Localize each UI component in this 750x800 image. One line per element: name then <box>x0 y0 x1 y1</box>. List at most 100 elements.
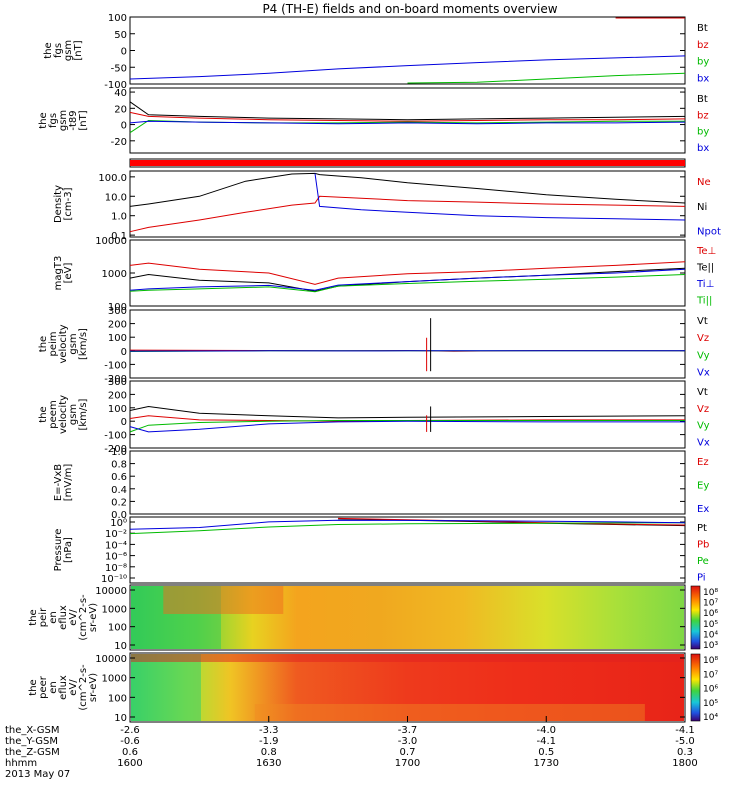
colorbar-tick-label: 10⁵ <box>703 620 718 630</box>
footer-value: -3.3 <box>259 725 279 736</box>
y-axis-label: peir <box>38 607 49 627</box>
y-axis-label: fgs <box>53 43 64 58</box>
legend-vt: Vt <box>697 316 708 327</box>
y-tick-label: 0 <box>121 347 127 358</box>
y-tick-label: 10⁻¹⁰ <box>101 574 127 585</box>
colorbar-tick-label: 10⁸ <box>703 588 718 598</box>
y-tick-label: 10⁻⁸ <box>105 563 127 574</box>
panel-9-frame <box>129 516 686 584</box>
y-tick-label: 100 <box>108 693 127 704</box>
panel-4-frame <box>129 170 686 238</box>
legend-ti: Ti|| <box>696 296 712 307</box>
footer-value: 0.6 <box>122 747 138 758</box>
series-line-bx <box>129 120 686 125</box>
y-tick-label: 1000 <box>102 604 127 615</box>
colorbar-tick-label: 10³ <box>703 641 718 651</box>
footer-value: 0.8 <box>261 747 277 758</box>
footer-value: -2.6 <box>120 725 140 736</box>
y-tick-label: 200 <box>108 390 127 401</box>
y-tick-label: 0.6 <box>111 472 127 483</box>
footer-value: -5.0 <box>675 736 695 747</box>
series-line-ti <box>129 268 686 291</box>
footer-value: 1700 <box>395 758 420 769</box>
footer-value: -4.1 <box>536 736 556 747</box>
y-tick-label: -100 <box>104 360 127 371</box>
quality-flag-bar <box>130 160 685 166</box>
y-tick-label: 50 <box>114 30 127 41</box>
footer-value: 1630 <box>256 758 281 769</box>
legend-bz: bz <box>697 40 709 51</box>
colorbar-tick-label: 10⁸ <box>703 656 718 666</box>
series-line-pi <box>129 519 686 530</box>
legend-pt: Pt <box>697 523 707 534</box>
y-tick-label: 0 <box>121 121 127 132</box>
y-axis-label: gsm <box>58 110 69 131</box>
legend-bx: bx <box>697 74 709 85</box>
y-tick-label: 300 <box>108 306 127 317</box>
y-tick-label: 0.0 <box>111 510 127 521</box>
y-tick-label: -100 <box>104 431 127 442</box>
legend-vz: Vz <box>697 333 709 344</box>
legend-vy: Vy <box>697 421 710 432</box>
legend-ne: Ne <box>697 177 711 188</box>
y-tick-label: 1000 <box>102 674 127 685</box>
legend-by: by <box>697 57 709 68</box>
y-axis-label: [nT] <box>73 40 84 60</box>
series-line-ti <box>129 274 686 293</box>
legend-vt: Vt <box>697 387 708 398</box>
panel-6-frame <box>129 309 686 379</box>
y-axis-label: eV/ <box>68 679 79 696</box>
y-axis-label: gsm <box>68 404 79 425</box>
legend-ey: Ey <box>697 480 709 491</box>
y-tick-label: 0.1 <box>111 231 127 242</box>
y-tick-label: -20 <box>111 137 127 148</box>
y-tick-label: -200 <box>104 374 127 385</box>
colorbar-tick-label: 10⁷ <box>703 599 718 609</box>
legend-ni: Ni <box>697 202 707 213</box>
panel-8-frame <box>129 450 686 515</box>
y-tick-label: 0.4 <box>111 485 127 496</box>
colorbar-tick-label: 10⁷ <box>703 670 718 680</box>
spectrogram-shade <box>254 704 645 721</box>
y-tick-label: 10 <box>114 713 127 724</box>
y-tick-label: 1.0 <box>111 447 127 458</box>
y-axis-label: sr-eV) <box>88 673 99 702</box>
y-tick-label: 100 <box>108 302 127 313</box>
y-tick-label: 10000 <box>95 236 127 247</box>
y-axis-label: the <box>28 679 39 695</box>
legend-vz: Vz <box>697 404 709 415</box>
y-axis-label: (cm^2-s- <box>78 664 89 711</box>
y-tick-label: 100 <box>108 333 127 344</box>
y-axis-label: [cm-3] <box>63 187 74 220</box>
series-line-vy <box>129 420 685 433</box>
y-axis-label: peem <box>48 400 59 428</box>
legend-pb: Pb <box>697 540 709 551</box>
y-tick-label: 40 <box>114 88 127 99</box>
panel-10-border <box>129 584 686 651</box>
y-tick-label: 100 <box>108 404 127 415</box>
colorbar-tick-label: 10⁴ <box>703 630 718 640</box>
y-axis-label: eV/ <box>68 609 79 626</box>
y-tick-label: 0.8 <box>111 460 127 471</box>
y-tick-label: 100 <box>108 13 127 24</box>
footer-row-label: 2013 May 07 <box>5 769 70 780</box>
legend-vy: Vy <box>697 350 710 361</box>
y-axis-label: Pressure <box>53 529 64 572</box>
footer-row-label: the_Z-GSM <box>5 747 60 758</box>
colorbar-tick-label: 10⁶ <box>703 609 718 619</box>
y-tick-label: 0 <box>121 47 127 58</box>
footer-value: 0.3 <box>677 747 693 758</box>
y-tick-label: -100 <box>104 80 127 91</box>
legend-te: Te|| <box>696 263 714 274</box>
panel-7-frame <box>129 380 686 449</box>
series-line-vt <box>129 405 686 419</box>
legend-vx: Vx <box>697 368 710 379</box>
panel-2-frame <box>129 87 686 154</box>
y-tick-label: 10⁻⁶ <box>105 552 127 563</box>
legend-ez: Ez <box>697 457 709 468</box>
footer-row-label: hhmm <box>5 758 37 769</box>
legend-ex: Ex <box>697 504 709 515</box>
y-tick-label: 1000 <box>102 269 127 280</box>
